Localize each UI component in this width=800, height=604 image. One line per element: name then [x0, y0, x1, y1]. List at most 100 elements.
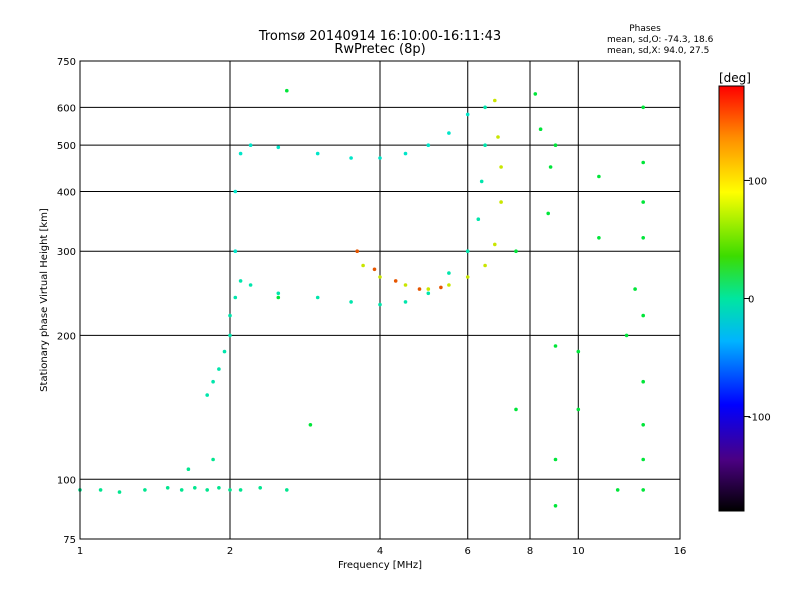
y-tick-label: 750: [57, 57, 76, 68]
echo-point: [493, 98, 497, 103]
y-tick-labels: 75 100 200 300 400 500 600 750: [57, 57, 76, 546]
chart-title: Tromsø 20140914 16:10:00-16:11:43: [258, 29, 501, 44]
echo-point: [576, 407, 581, 412]
echo-point: [426, 143, 431, 147]
echo-point: [238, 488, 243, 492]
plot-frame: [79, 60, 681, 540]
x-tick-label: 2: [227, 546, 233, 557]
echo-point: [205, 393, 209, 397]
echo-point: [447, 271, 451, 275]
echo-point: [597, 174, 601, 179]
echo-point: [228, 333, 232, 338]
echo-point: [447, 283, 451, 287]
echo-point: [426, 291, 431, 296]
echo-point: [403, 300, 408, 304]
echo-point: [465, 275, 470, 279]
echo-point: [548, 165, 553, 169]
echo-point: [211, 379, 215, 384]
echo-point: [641, 457, 645, 462]
echo-point: [258, 486, 263, 490]
x-tick-label: 1: [77, 546, 83, 557]
echo-point: [217, 367, 221, 371]
echo-point: [276, 145, 281, 150]
echo-point: [285, 488, 289, 492]
echo-point: [143, 488, 147, 492]
x-tick-label: 4: [377, 546, 383, 557]
echo-point: [276, 291, 281, 296]
echo-point: [165, 486, 170, 490]
echo-point: [372, 267, 377, 272]
echo-point: [553, 344, 558, 348]
echo-point: [238, 151, 243, 156]
y-tick-label: 600: [57, 103, 76, 114]
echo-point: [533, 92, 538, 96]
echo-point: [479, 179, 484, 184]
y-tick-label: 100: [57, 475, 76, 486]
echo-point: [483, 105, 487, 110]
x-tick-label: 10: [572, 546, 585, 557]
echo-point: [349, 300, 353, 304]
echo-point: [641, 423, 645, 427]
echo-point: [378, 302, 382, 307]
echo-point: [553, 457, 558, 462]
echo-point: [315, 295, 320, 300]
echo-point: [193, 486, 197, 490]
echo-points: [78, 88, 645, 508]
echo-point: [426, 287, 431, 291]
echo-point: [576, 349, 581, 354]
echo-point: [641, 200, 645, 204]
echo-point: [361, 263, 365, 268]
echo-point: [496, 135, 500, 139]
stats-heading: Phases: [629, 24, 661, 34]
echo-point: [355, 249, 360, 253]
echo-point: [417, 287, 422, 291]
echo-point: [378, 275, 382, 279]
x-tick-labels: 1 2 4 6 8 10 16: [77, 546, 687, 557]
echo-point: [248, 143, 253, 147]
echo-point: [248, 283, 253, 287]
echo-point: [465, 112, 470, 117]
echo-point: [211, 457, 215, 462]
echo-point: [276, 295, 281, 300]
chart-subtitle: RwPretec (8p): [334, 42, 425, 57]
echo-point: [222, 349, 227, 354]
colorbar-tick-label: 100: [748, 176, 767, 187]
echo-point: [483, 143, 487, 147]
echo-point: [205, 488, 209, 492]
echo-point: [641, 313, 645, 318]
echo-point: [538, 127, 543, 131]
echo-point: [553, 504, 558, 508]
colorbar: [718, 85, 745, 512]
echo-point: [228, 313, 232, 318]
colorbar-label: [deg]: [719, 71, 751, 85]
stats-line-x: mean, sd,X: 94.0, 27.5: [607, 46, 709, 56]
echo-point: [349, 156, 353, 160]
x-tick-label: 16: [674, 546, 687, 557]
y-tick-label: 75: [63, 535, 76, 546]
echo-point: [179, 488, 184, 492]
echo-point: [641, 488, 645, 492]
echo-point: [546, 211, 550, 216]
echo-point: [228, 488, 232, 492]
echo-point: [483, 263, 487, 268]
y-tick-label: 400: [57, 187, 76, 198]
x-axis-label: Frequency [MHz]: [338, 560, 422, 571]
echo-point: [447, 131, 451, 135]
echo-point: [499, 200, 503, 204]
y-tick-label: 500: [57, 141, 76, 152]
grid-lines: [79, 60, 681, 540]
echo-point: [553, 143, 558, 147]
echo-point: [217, 486, 221, 490]
stats-line-o: mean, sd,O: -74.3, 18.6: [607, 35, 714, 45]
echo-point: [238, 279, 243, 283]
x-tick-label: 8: [527, 546, 533, 557]
echo-point: [641, 105, 645, 110]
echo-point: [315, 151, 320, 156]
echo-point: [117, 490, 122, 494]
echo-point: [514, 249, 518, 253]
echo-point: [403, 283, 408, 287]
colorbar-ticks: 100 0 -100: [744, 176, 771, 424]
colorbar-tick-label: 0: [748, 295, 754, 306]
echo-point: [308, 423, 313, 427]
